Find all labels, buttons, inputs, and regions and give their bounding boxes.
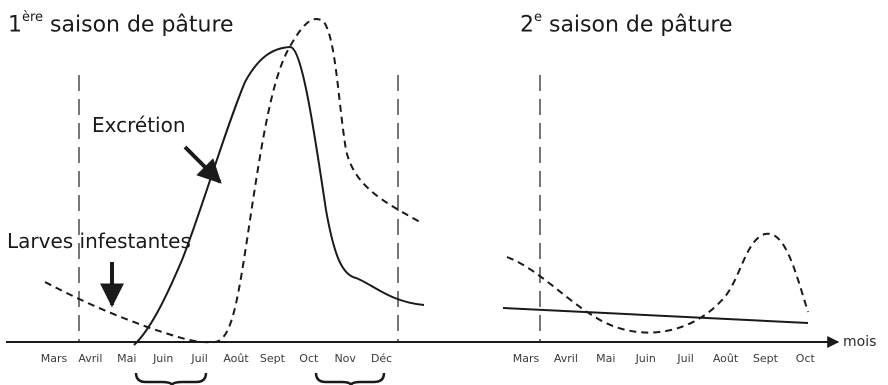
season2-title-number: 2 (520, 12, 534, 38)
season2-title: 2e saison de pâture (520, 10, 733, 38)
season2-larves-curve (506, 232, 809, 334)
season1-month-label: Juil (190, 352, 207, 365)
season1-larves-curve (44, 18, 421, 344)
season2-month-label: Août (713, 352, 739, 365)
season2-month-label: Sept (753, 352, 779, 365)
season1-month-label: Oct (299, 352, 319, 365)
season1-title-number: 1 (8, 12, 22, 38)
season1-excretion-curve (133, 45, 425, 346)
season1-month-labels: Mars Avril Mai Juin Juil Août Sept Oct Nov Déc (41, 352, 392, 365)
season2-month-labels: Mars Avril Mai Juin Juil Août Sept Oct (513, 352, 816, 365)
season1-month-label: Nov (334, 352, 356, 365)
season1-month-label: Déc (371, 352, 392, 365)
season2-month-label: Avril (554, 352, 578, 365)
season1-title-superscript: ère (22, 10, 44, 25)
season2-month-label: Oct (796, 352, 816, 365)
excretion-label: Excrétion (92, 113, 186, 137)
excretion-pointer-arrow (183, 145, 222, 184)
season2-excretion-line (502, 307, 809, 324)
season1-title-text: saison de pâture (43, 12, 234, 38)
season1-month-label: Avril (78, 352, 102, 365)
season1-month-label: Juin (152, 352, 173, 365)
season1-month-label: Sept (260, 352, 286, 365)
axis-unit-label: mois (843, 334, 876, 350)
brace-mai-juin (134, 372, 208, 385)
season1-month-label: Mars (41, 352, 68, 365)
brace-sept-oct (314, 372, 386, 385)
season1-month-label: Août (223, 352, 249, 365)
season2-month-label: Mars (513, 352, 540, 365)
larves-label: Larves infestantes (6, 229, 192, 253)
season2-title-superscript: e (534, 10, 542, 25)
season2-month-label: Juin (635, 352, 656, 365)
season1-month-label: Mai (117, 352, 136, 365)
season2-month-label: Mai (596, 352, 615, 365)
season2-month-label: Juil (676, 352, 693, 365)
season1-title: 1ère saison de pâture (8, 10, 234, 38)
season2-title-text: saison de pâture (542, 12, 733, 38)
